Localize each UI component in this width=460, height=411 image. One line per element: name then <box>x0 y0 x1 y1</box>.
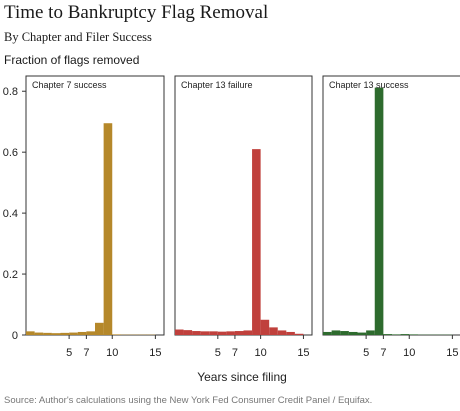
bar <box>331 330 341 335</box>
bar <box>252 149 261 335</box>
bar <box>277 330 287 335</box>
bar <box>34 332 44 335</box>
bar <box>348 331 358 335</box>
bar <box>260 319 270 335</box>
y-tick-label: 0 <box>12 330 18 342</box>
x-tick-label: 7 <box>232 347 238 359</box>
bar <box>226 331 235 335</box>
bar <box>286 331 295 335</box>
chart-panel: Chapter 7 success 5 7 10 15 <box>25 75 165 359</box>
chart-title: Time to Bankruptcy Flag Removal <box>4 2 269 23</box>
bar <box>95 322 104 335</box>
bar <box>200 331 210 335</box>
bar <box>400 334 410 335</box>
bar <box>234 331 244 335</box>
bar <box>209 331 218 335</box>
x-tick-label: 10 <box>403 347 415 359</box>
panel-frame <box>174 75 313 336</box>
bar <box>103 123 113 336</box>
panel-label: Chapter 7 success <box>32 80 107 90</box>
bar <box>383 334 392 335</box>
x-axis-label: Years since filing <box>197 370 287 384</box>
x-tick-label: 15 <box>149 347 161 359</box>
bar <box>217 331 227 335</box>
chart-subtitle: By Chapter and Filer Success <box>4 30 152 44</box>
x-tick-label: 5 <box>66 347 72 359</box>
bar <box>26 331 35 335</box>
bar <box>60 332 70 335</box>
bar <box>43 332 52 335</box>
bar <box>183 330 193 335</box>
bar <box>357 332 367 335</box>
y-axis: 0 0.2 0.4 0.6 0.8 <box>3 86 26 342</box>
chart-panel: Chapter 13 failure 5 7 10 15 <box>174 75 313 359</box>
x-tick-label: 5 <box>363 347 369 359</box>
bar <box>409 334 418 335</box>
x-tick-label: 7 <box>380 347 386 359</box>
bar <box>374 87 384 335</box>
bar <box>192 331 201 335</box>
x-tick-label: 15 <box>446 347 458 359</box>
bar <box>112 334 121 335</box>
bar <box>366 330 375 335</box>
x-tick-label: 10 <box>106 347 118 359</box>
y-tick-label: 0.2 <box>3 269 18 281</box>
x-tick-label: 10 <box>255 347 267 359</box>
chart-panel: Chapter 13 success 5 7 10 15 <box>322 75 460 359</box>
bar <box>340 331 349 335</box>
panel-label: Chapter 13 failure <box>181 80 253 90</box>
x-tick-label: 15 <box>297 347 309 359</box>
x-tick-label: 7 <box>83 347 89 359</box>
bar <box>175 329 184 335</box>
y-axis-label: Fraction of flags removed <box>4 53 140 67</box>
bar <box>269 327 278 335</box>
bar <box>51 333 61 335</box>
bar <box>69 332 78 335</box>
bar <box>392 334 401 335</box>
source-note: Source: Author's calculations using the … <box>4 395 373 406</box>
bar <box>77 331 87 335</box>
panel-label: Chapter 13 success <box>329 80 409 90</box>
bar <box>294 333 304 335</box>
bar <box>86 331 95 335</box>
y-tick-label: 0.8 <box>3 86 18 98</box>
panel-frame <box>25 75 165 336</box>
y-tick-label: 0.4 <box>3 208 18 220</box>
x-tick-label: 5 <box>215 347 221 359</box>
bar <box>323 331 332 335</box>
bar <box>243 330 253 335</box>
y-tick-label: 0.6 <box>3 147 18 159</box>
panel-frame <box>322 75 460 336</box>
